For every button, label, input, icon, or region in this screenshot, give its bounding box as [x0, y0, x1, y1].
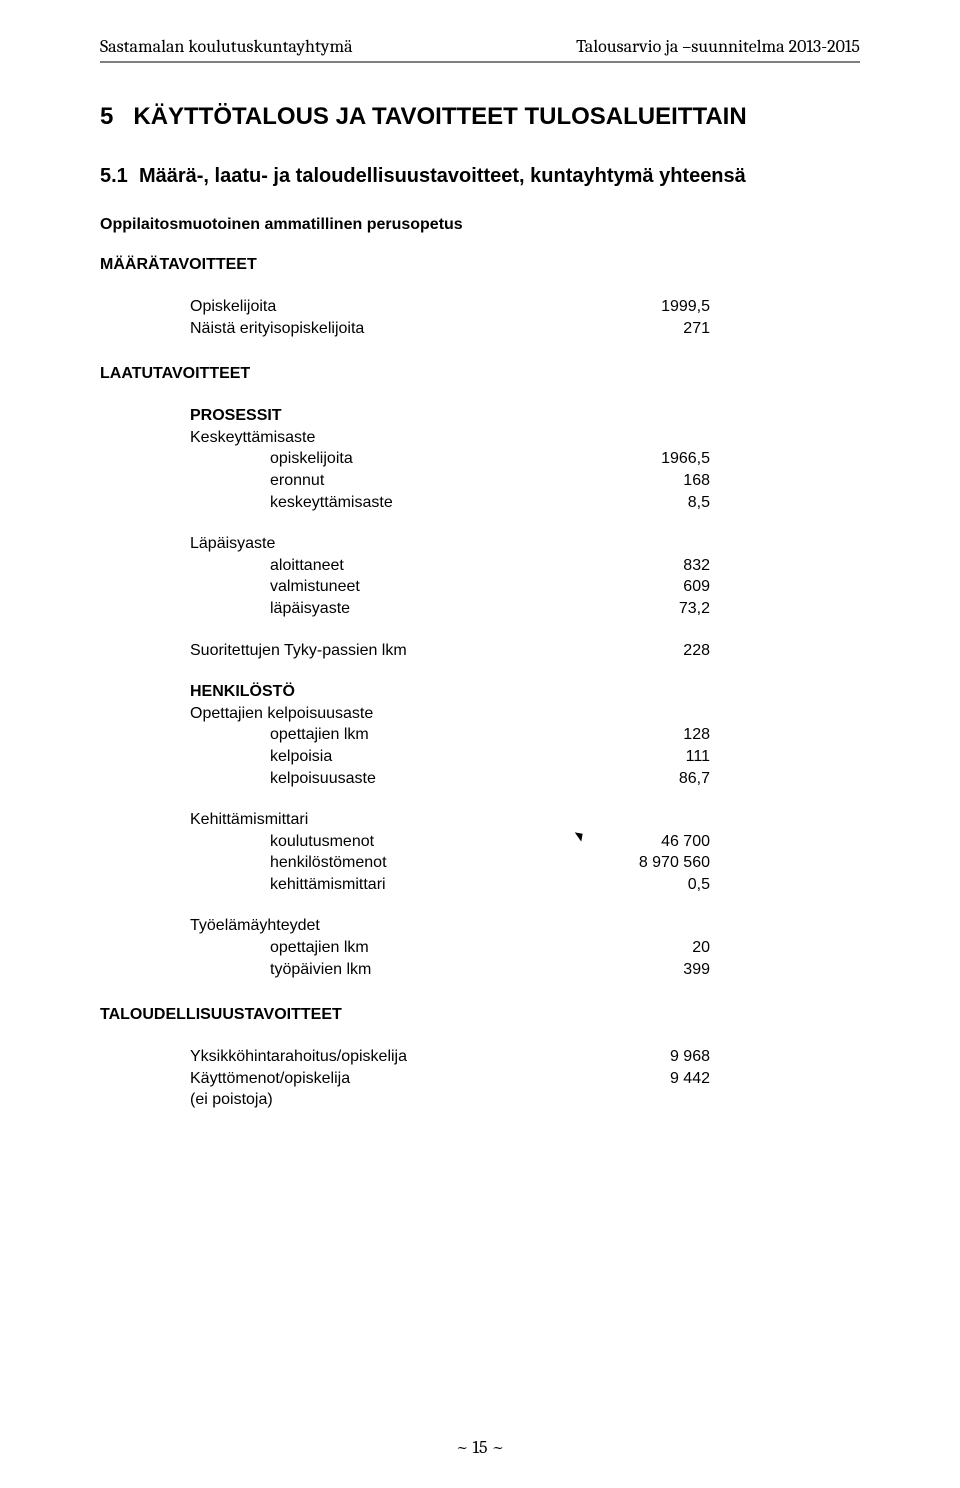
- row-erityis: Näistä erityisopiskelijoita 271: [100, 318, 710, 340]
- value: 46 700: [590, 831, 710, 853]
- intro-heading: Oppilaitosmuotoinen ammatillinen perusop…: [100, 216, 860, 234]
- label: Keskeyttämisaste: [190, 427, 315, 449]
- lapa-label: Läpäisyaste: [100, 533, 710, 555]
- flag-icon: [578, 827, 588, 837]
- label: keskeyttämisaste: [270, 492, 393, 514]
- talous-row-1: Käyttömenot/opiskelija 9 442: [100, 1068, 710, 1090]
- value: 832: [590, 555, 710, 577]
- label: eronnut: [270, 470, 324, 492]
- label: läpäisyaste: [270, 598, 350, 620]
- value: 20: [590, 937, 710, 959]
- value: 228: [590, 640, 710, 662]
- page-number: ~ 15 ~: [0, 1437, 960, 1458]
- kehit-label: Kehittämismittari: [100, 809, 710, 831]
- header-right: Talousarvio ja –suunnitelma 2013-2015: [576, 36, 860, 57]
- talous-heading: TALOUDELLISUUSTAVOITTEET: [100, 1006, 860, 1024]
- value-text: 46 700: [661, 833, 710, 850]
- label: PROSESSIT: [190, 405, 282, 427]
- opet-label: Opettajien kelpoisuusaste: [100, 703, 710, 725]
- label: (ei poistoja): [190, 1089, 273, 1111]
- value: 1999,5: [590, 296, 710, 318]
- label: Näistä erityisopiskelijoita: [190, 318, 364, 340]
- header-rule: [100, 61, 860, 63]
- label: opiskelijoita: [270, 448, 353, 470]
- laatu-heading: LAATUTAVOITTEET: [100, 365, 860, 383]
- opet-row-1: kelpoisia 111: [100, 746, 710, 768]
- tyo-row-1: työpäivien lkm 399: [100, 959, 710, 981]
- value: 609: [590, 576, 710, 598]
- subsection-text: Määrä-, laatu- ja taloudellisuustavoitte…: [139, 165, 746, 187]
- opet-row-0: opettajien lkm 128: [100, 724, 710, 746]
- section-text: KÄYTTÖTALOUS JA TAVOITTEET TULOSALUEITTA…: [133, 103, 746, 130]
- kehit-row-2: kehittämismittari 0,5: [100, 874, 710, 896]
- section-title: 5 KÄYTTÖTALOUS JA TAVOITTEET TULOSALUEIT…: [100, 103, 860, 131]
- value: 73,2: [590, 598, 710, 620]
- label: opettajien lkm: [270, 937, 369, 959]
- henkilosto-heading: HENKILÖSTÖ: [100, 681, 710, 703]
- label: Opiskelijoita: [190, 296, 276, 318]
- value: [590, 1089, 710, 1111]
- value: 9 442: [590, 1068, 710, 1090]
- tyo-label: Työelämäyhteydet: [100, 915, 710, 937]
- label: Yksikköhintarahoitus/opiskelija: [190, 1046, 407, 1068]
- maara-heading: MÄÄRÄTAVOITTEET: [100, 256, 860, 274]
- talous-row-2: (ei poistoja): [100, 1089, 710, 1111]
- label: Opettajien kelpoisuusaste: [190, 703, 373, 725]
- prosessit-heading: PROSESSIT: [100, 405, 710, 427]
- value: 271: [590, 318, 710, 340]
- tyky-row: Suoritettujen Tyky-passien lkm 228: [100, 640, 710, 662]
- value: 8,5: [590, 492, 710, 514]
- label: HENKILÖSTÖ: [190, 681, 295, 703]
- value: 8 970 560: [590, 852, 710, 874]
- section-number: 5: [100, 103, 113, 130]
- kehit-row-0: koulutusmenot 46 700: [100, 831, 710, 853]
- label: henkilöstömenot: [270, 852, 387, 874]
- label: opettajien lkm: [270, 724, 369, 746]
- opet-row-2: kelpoisuusaste 86,7: [100, 768, 710, 790]
- value: 399: [590, 959, 710, 981]
- label: työpäivien lkm: [270, 959, 371, 981]
- value: 9 968: [590, 1046, 710, 1068]
- row-opiskelijoita: Opiskelijoita 1999,5: [100, 296, 710, 318]
- value: 128: [590, 724, 710, 746]
- value: 168: [590, 470, 710, 492]
- lapa-row-0: aloittaneet 832: [100, 555, 710, 577]
- value: 0,5: [590, 874, 710, 896]
- value: 111: [590, 746, 710, 768]
- label: Työelämäyhteydet: [190, 915, 320, 937]
- tyo-row-0: opettajien lkm 20: [100, 937, 710, 959]
- label: kehittämismittari: [270, 874, 386, 896]
- kesk-row-1: eronnut 168: [100, 470, 710, 492]
- label: Käyttömenot/opiskelija: [190, 1068, 350, 1090]
- label: koulutusmenot: [270, 831, 374, 853]
- talous-row-0: Yksikköhintarahoitus/opiskelija 9 968: [100, 1046, 710, 1068]
- lapa-row-2: läpäisyaste 73,2: [100, 598, 710, 620]
- header-left: Sastamalan koulutuskuntayhtymä: [100, 36, 353, 57]
- subsection-title: 5.1 Määrä-, laatu- ja taloudellisuustavo…: [100, 165, 860, 188]
- kesk-label: Keskeyttämisaste: [100, 427, 710, 449]
- label: kelpoisia: [270, 746, 332, 768]
- lapa-row-1: valmistuneet 609: [100, 576, 710, 598]
- page-header: Sastamalan koulutuskuntayhtymä Talousarv…: [100, 36, 860, 57]
- label: Suoritettujen Tyky-passien lkm: [190, 640, 407, 662]
- label: Kehittämismittari: [190, 809, 308, 831]
- subsection-number: 5.1: [100, 165, 128, 187]
- kesk-row-2: keskeyttämisaste 8,5: [100, 492, 710, 514]
- kehit-row-1: henkilöstömenot 8 970 560: [100, 852, 710, 874]
- value: 86,7: [590, 768, 710, 790]
- label: aloittaneet: [270, 555, 344, 577]
- label: Läpäisyaste: [190, 533, 275, 555]
- label: kelpoisuusaste: [270, 768, 376, 790]
- kesk-row-0: opiskelijoita 1966,5: [100, 448, 710, 470]
- label: valmistuneet: [270, 576, 360, 598]
- value: 1966,5: [590, 448, 710, 470]
